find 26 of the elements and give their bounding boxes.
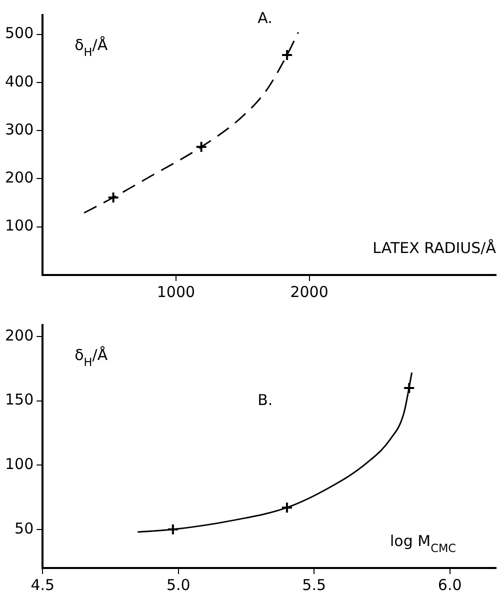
point — [166, 523, 179, 536]
point — [281, 48, 294, 61]
x-tick-label: 2000 — [290, 282, 328, 301]
y-tick-label: 150 — [4, 390, 34, 409]
point — [280, 502, 293, 514]
point — [195, 140, 208, 153]
y-tick-label: 300 — [4, 120, 34, 138]
line-series — [136, 372, 413, 533]
x-tick-label: 5.5 — [302, 576, 326, 594]
y-tick-label: 50 — [14, 519, 34, 538]
x-tick-label: 1000 — [156, 282, 196, 301]
point — [107, 191, 120, 204]
y-tick-label: 100 — [4, 455, 34, 474]
y-tick-label: 400 — [4, 72, 34, 90]
x-tick-label: 6.0 — [438, 576, 462, 594]
chart-title: A. — [258, 9, 272, 27]
y-tick-label: 200 — [4, 168, 34, 187]
x-tick-label: 5.0 — [166, 576, 190, 594]
y-tick-label: 500 — [4, 24, 34, 42]
line-series — [83, 32, 299, 214]
text: B. — [258, 391, 273, 409]
x-axis-title: LATEX RADIUS/Å — [372, 239, 497, 257]
y-tick-label: 100 — [4, 216, 34, 235]
y-tick-label: 200 — [4, 326, 34, 344]
point — [403, 382, 416, 394]
x-tick-label: 4.5 — [30, 576, 55, 594]
